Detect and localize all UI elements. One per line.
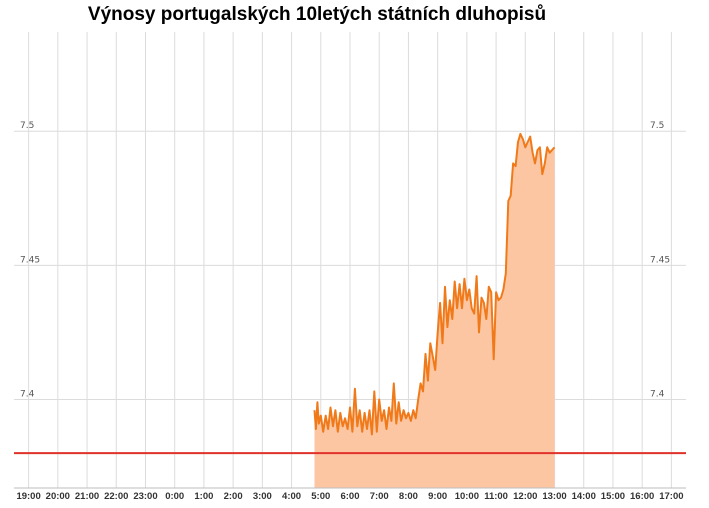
x-tick-label: 20:00: [46, 491, 70, 502]
y-tick-label-right: 7.5: [650, 121, 664, 131]
x-tick-label: 5:00: [311, 491, 330, 502]
x-tick-label: 17:00: [659, 491, 683, 502]
y-tick-label-left: 7.45: [20, 255, 40, 265]
chart-title: Výnosy portugalských 10letých státních d…: [87, 4, 547, 25]
x-tick-label: 10:00: [455, 491, 479, 502]
y-tick-label-right: 7.4: [650, 389, 665, 399]
series-line: [313, 132, 556, 436]
x-tick-label: 21:00: [75, 491, 99, 502]
y-tick-label-right: 7.45: [650, 255, 670, 265]
x-tick-label: 2:00: [224, 491, 243, 502]
x-tick-label: 19:00: [16, 491, 40, 502]
x-tick-label: 13:00: [542, 491, 566, 502]
x-tick-label: 23:00: [133, 491, 157, 502]
x-tick-label: 14:00: [572, 491, 596, 502]
series-area: [313, 132, 556, 488]
x-tick-label: 3:00: [253, 491, 272, 502]
x-tick-label: 1:00: [194, 491, 213, 502]
x-tick-label: 11:00: [484, 491, 508, 502]
x-tick-label: 12:00: [513, 491, 537, 502]
x-tick-label: 8:00: [399, 491, 418, 502]
x-tick-label: 4:00: [282, 491, 301, 502]
tick-labels: 7.4 7.4 7.45 7.45 7.5 7.5 19:00 20:00 21:00 22:00…: [16, 121, 683, 502]
x-tick-label: 9:00: [428, 491, 447, 502]
y-tick-label-left: 7.5: [20, 121, 34, 131]
x-tick-label: 22:00: [104, 491, 128, 502]
y-tick-label-left: 7.4: [20, 389, 35, 399]
x-tick-label: 0:00: [165, 491, 184, 502]
x-tick-label: 7:00: [370, 491, 389, 502]
x-tick-label: 6:00: [340, 491, 359, 502]
x-tick-label: 16:00: [630, 491, 654, 502]
x-tick-label: 15:00: [601, 491, 625, 502]
